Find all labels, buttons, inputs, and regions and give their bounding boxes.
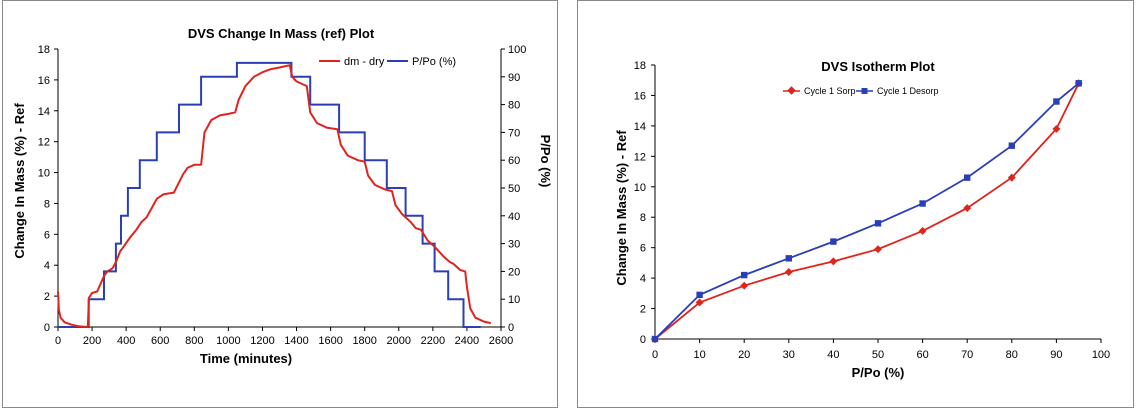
x-tick-label: 200 [83, 335, 101, 347]
x-tick-label: 800 [185, 335, 203, 347]
chart-title: DVS Change In Mass (ref) Plot [188, 26, 375, 41]
data-point-cycle-1-sorp [963, 204, 972, 213]
y-tick-label: 2 [640, 304, 646, 316]
y2-tick-label: 20 [508, 266, 520, 278]
series-line-ppo [58, 61, 481, 328]
legend-label-dm-dry: dm - dry [344, 56, 385, 68]
x-tick-label: 2000 [387, 335, 411, 347]
legend-label-ppo: P/Po (%) [412, 56, 456, 68]
data-point-cycle-1-desorp [919, 200, 926, 207]
y-tick-label: 8 [44, 198, 50, 210]
x-tick-label: 1000 [216, 335, 240, 347]
y2-tick-label: 30 [508, 239, 520, 251]
data-point-cycle-1-desorp [964, 174, 971, 181]
plot-area: 0 10 20 30 40 50 60 70 80 90 100 0 2 4 6 8 10 12 14 16 18 [634, 60, 1110, 361]
x-tick-label: 30 [783, 349, 795, 361]
dvs-isotherm-chart-panel: DVS Isotherm Plot 0 10 20 30 40 50 60 70 80 90 100… [577, 0, 1134, 408]
x-tick-label: 600 [151, 335, 169, 347]
x-tick-label: 2400 [455, 335, 479, 347]
legend-label-cycle1-desorp: Cycle 1 Desorp [877, 86, 939, 96]
y-axis-title: Change In Mass (%) - Ref [614, 130, 629, 286]
y-tick-label: 14 [38, 106, 50, 118]
legend-marker-cycle1-desorp [861, 88, 868, 94]
y-tick-label: 16 [634, 90, 646, 102]
y-tick-label: 6 [44, 229, 50, 241]
x-tick-label: 50 [872, 349, 884, 361]
y2-tick-label: 60 [508, 155, 520, 167]
y2-axis-title: P/Po (%) [538, 135, 553, 188]
plot-area: 0 200 400 600 800 1000 1200 1400 1600 1800 2000 220… [38, 44, 527, 347]
y-tick-label: 0 [640, 334, 646, 346]
x-tick-label: 80 [1006, 349, 1018, 361]
y-tick-label: 10 [38, 168, 50, 180]
chart-title: DVS Isotherm Plot [821, 59, 935, 74]
x-tick-label: 60 [916, 349, 928, 361]
data-point-cycle-1-desorp [741, 271, 748, 279]
y-tick-label: 12 [38, 137, 50, 149]
x-tick-label: 10 [693, 349, 705, 361]
data-point-cycle-1-desorp [830, 238, 837, 245]
y2-tick-label: 10 [508, 294, 520, 306]
y2-tick-label: 70 [508, 127, 520, 139]
x-axis-title: P/Po (%) [852, 365, 905, 380]
data-point-cycle-1-desorp [1008, 142, 1015, 149]
y2-tick-label: 80 [508, 100, 520, 112]
data-point-cycle-1-sorp [740, 281, 749, 290]
y-tick-label: 6 [640, 243, 646, 255]
x-tick-label: 400 [117, 335, 135, 347]
y2-tick-label: 40 [508, 211, 520, 223]
x-tick-label: 2600 [489, 335, 513, 347]
data-point-cycle-1-sorp [918, 226, 927, 235]
x-tick-label: 70 [961, 349, 973, 361]
data-point-cycle-1-desorp [785, 255, 792, 262]
y-tick-label: 2 [44, 291, 50, 303]
y-tick-label: 16 [38, 75, 50, 87]
y-tick-label: 18 [38, 44, 50, 56]
y2-tick-label: 90 [508, 72, 520, 84]
data-point-cycle-1-desorp [651, 335, 659, 343]
data-point-cycle-1-sorp [784, 268, 793, 276]
data-point-cycle-1-sorp [874, 245, 882, 254]
x-tick-label: 20 [738, 349, 750, 361]
x-tick-label: 100 [1092, 349, 1110, 361]
y-tick-label: 14 [634, 121, 646, 133]
legend-label-cycle1-sorp: Cycle 1 Sorp [804, 86, 856, 96]
legend: dm - dry P/Po (%) [319, 56, 456, 68]
series-line-cycle-1-desorp [654, 82, 1080, 340]
x-tick-label: 1600 [318, 335, 342, 347]
x-tick-label: 2200 [421, 335, 445, 347]
y-tick-label: 18 [634, 60, 646, 72]
x-axis-title: Time (minutes) [200, 351, 292, 366]
x-tick-label: 1400 [284, 335, 308, 347]
y-tick-label: 12 [634, 151, 646, 163]
data-point-cycle-1-sorp [1052, 124, 1061, 133]
x-tick-label: 90 [1050, 349, 1062, 361]
y2-tick-label: 100 [508, 44, 526, 56]
dvs-change-in-mass-chart-panel: DVS Change In Mass (ref) Plot 0 200 400 600… [2, 0, 558, 408]
x-tick-label: 1200 [250, 335, 274, 347]
data-point-cycle-1-desorp [874, 220, 882, 227]
legend-marker-cycle1-sorp [787, 86, 796, 95]
x-tick-label: 0 [652, 349, 658, 361]
series-line-cycle-1-sorp [654, 82, 1080, 340]
y-axis-title: Change In Mass (%) - Ref [12, 103, 27, 259]
dvs-change-in-mass-chart: DVS Change In Mass (ref) Plot 0 200 400 600… [12, 26, 553, 366]
y-tick-label: 4 [640, 273, 646, 285]
data-point-cycle-1-sorp [829, 257, 838, 266]
y-tick-label: 10 [634, 182, 646, 194]
y2-tick-label: 0 [508, 322, 514, 334]
data-point-cycle-1-desorp [1053, 98, 1060, 105]
data-point-cycle-1-desorp [1075, 80, 1082, 87]
data-point-cycle-1-desorp [696, 291, 703, 299]
x-tick-label: 40 [827, 349, 839, 361]
x-tick-label: 1800 [352, 335, 376, 347]
x-tick-label: 0 [55, 335, 61, 347]
y-tick-label: 0 [44, 322, 50, 334]
y-tick-label: 8 [640, 212, 646, 224]
legend: Cycle 1 Sorp Cycle 1 Desorp [783, 86, 939, 96]
y2-tick-label: 50 [508, 183, 520, 195]
dvs-isotherm-chart: DVS Isotherm Plot 0 10 20 30 40 50 60 70 80 90 100… [614, 59, 1110, 380]
series-line-dm-dry [57, 64, 492, 328]
y-tick-label: 4 [44, 260, 50, 272]
